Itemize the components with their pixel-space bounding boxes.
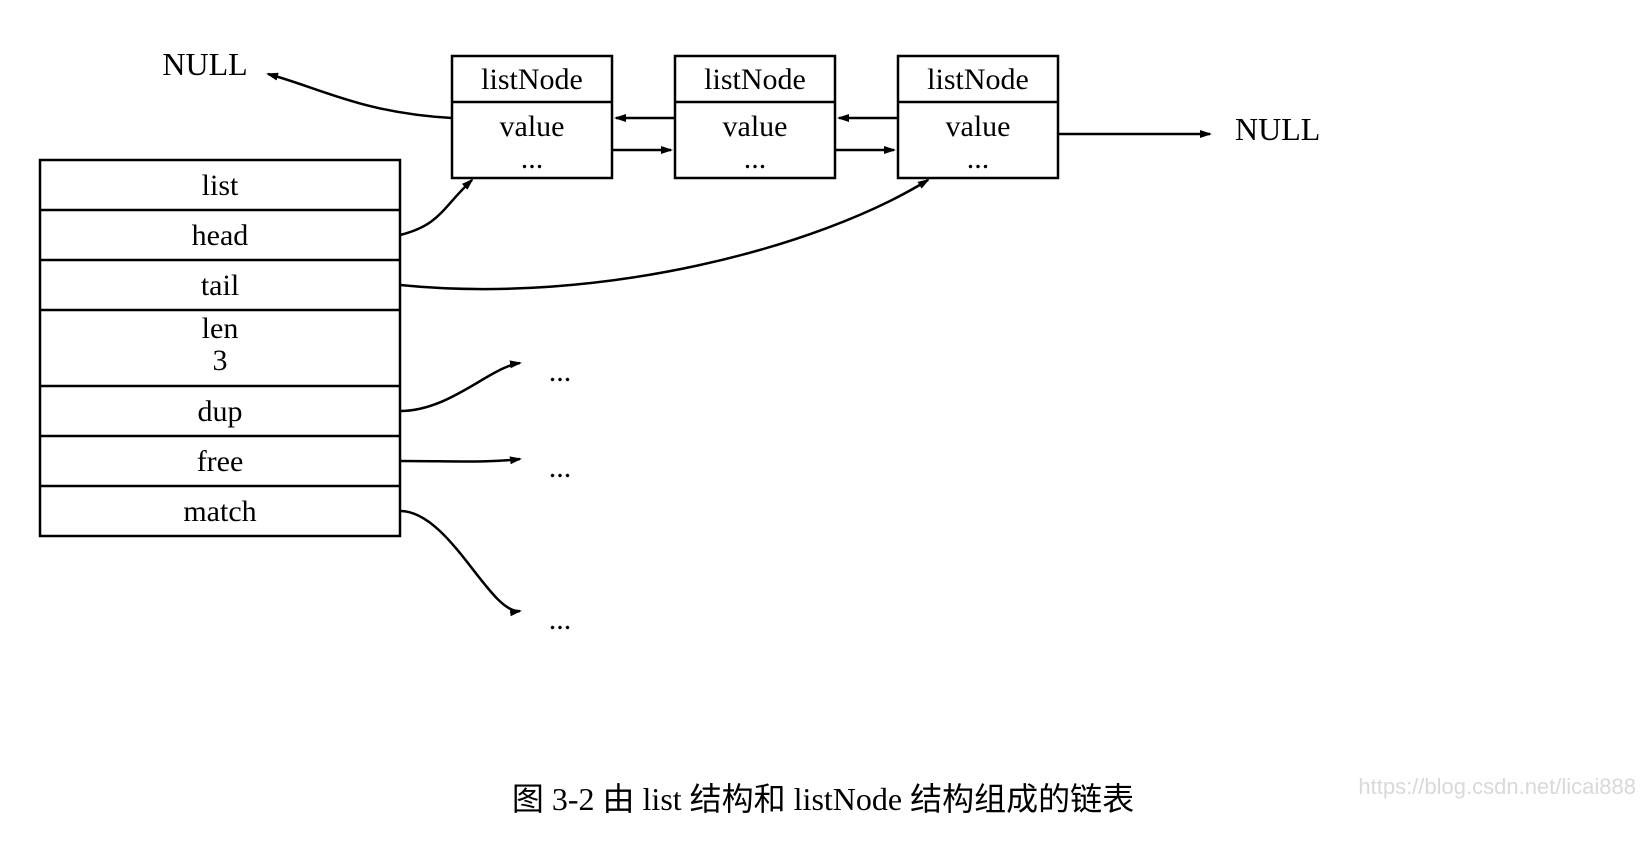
listnode-0-value: ... (521, 142, 544, 175)
edge-free-to-ellipsis (400, 459, 520, 462)
listnode-2-value-label: value (946, 110, 1011, 143)
edge-n0-prev-null (268, 74, 452, 118)
list-row-tail: tail (201, 269, 239, 302)
null-left-label: NULL (162, 46, 247, 82)
listnode-0-title: listNode (481, 63, 583, 96)
linked-list-diagram: list head tail len3 dup free match listNode valu… (0, 0, 1646, 860)
list-row-dup: dup (198, 395, 243, 428)
list-row-head: head (192, 219, 249, 252)
edge-dup-to-ellipsis (400, 363, 520, 411)
listnode-0-value-label: value (500, 110, 565, 143)
list-row-free: free (197, 445, 244, 478)
null-right-label: NULL (1235, 111, 1320, 147)
listnode-1-value: ... (744, 142, 767, 175)
ellipsis-1: ... (549, 451, 572, 484)
edge-head-to-node0 (400, 180, 472, 235)
listnode-2-title: listNode (927, 63, 1029, 96)
listnode-1-title: listNode (704, 63, 806, 96)
list-row-list: list (202, 169, 239, 202)
edge-tail-to-node2 (400, 180, 928, 289)
listnode-2-value: ... (967, 142, 990, 175)
figure-caption: 图 3-2 由 list 结构和 listNode 结构组成的链表 (512, 781, 1134, 817)
edge-match-to-ellipsis (400, 511, 520, 611)
ellipsis-0: ... (549, 355, 572, 388)
list-row-match: match (183, 495, 256, 528)
listnode-1-value-label: value (723, 110, 788, 143)
ellipsis-2: ... (549, 603, 572, 636)
list-row-len-value: 3 (213, 344, 228, 377)
watermark: https://blog.csdn.net/licai888 (1358, 774, 1636, 800)
list-row-len: len (202, 312, 239, 345)
